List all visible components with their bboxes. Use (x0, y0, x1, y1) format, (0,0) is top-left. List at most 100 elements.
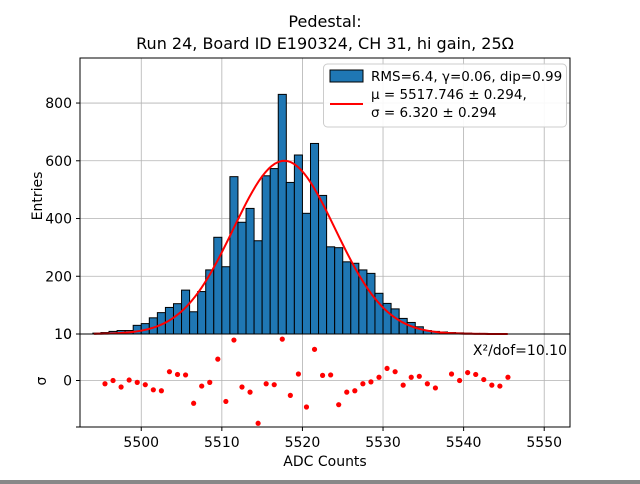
residual-point (215, 357, 220, 362)
residual-point (352, 388, 357, 393)
main-y-axis-label: Entries (30, 172, 46, 221)
residual-point (102, 381, 107, 386)
histogram-bar (343, 262, 351, 334)
residual-points (102, 337, 510, 426)
histogram-bar (335, 248, 343, 334)
histogram-bar (391, 309, 399, 334)
residual-point (384, 366, 389, 371)
residual-point (312, 347, 317, 352)
legend: RMS=6.4, γ=0.06, dip=0.99 μ = 5517.746 ±… (324, 64, 567, 127)
histogram-bar (173, 304, 181, 334)
histogram-bar (190, 312, 198, 334)
x-tick-label: 5540 (446, 435, 482, 451)
x-tick-label: 5530 (365, 435, 401, 451)
residual-point (296, 371, 301, 376)
histogram-bar (230, 177, 238, 334)
residual-point (376, 375, 381, 380)
residual-point (272, 382, 277, 387)
residual-point (183, 372, 188, 377)
residual-point (401, 383, 406, 388)
legend-fit-label-line1: μ = 5517.746 ± 0.294, (371, 87, 527, 103)
residual-point (264, 381, 269, 386)
residual-point (239, 384, 244, 389)
histogram-bar (270, 169, 278, 334)
main-y-tick-label: 200 (45, 269, 72, 285)
residual-point (135, 380, 140, 385)
residual-point (119, 384, 124, 389)
histogram-bar (310, 143, 318, 334)
histogram-bar (238, 222, 246, 334)
plot-title-line2: Run 24, Board ID E190324, CH 31, hi gain… (136, 34, 514, 53)
residual-point (288, 393, 293, 398)
legend-fit-label-line2: σ = 6.320 ± 0.294 (371, 105, 497, 121)
residual-point (191, 401, 196, 406)
residual-point (320, 373, 325, 378)
histogram-bar (278, 94, 286, 334)
histogram-bar (222, 267, 230, 334)
histogram-bar (294, 155, 302, 334)
legend-histogram-swatch (330, 70, 363, 82)
main-y-tick-label: 800 (45, 96, 72, 112)
residual-point (143, 382, 148, 387)
residual-point (449, 371, 454, 376)
residual-y-tick-label: 0 (63, 374, 72, 390)
residual-point (167, 369, 172, 374)
residual-point (368, 379, 373, 384)
histogram-bar (214, 237, 222, 334)
x-tick-label: 5520 (285, 435, 321, 451)
residual-point (481, 377, 486, 382)
histogram-bar (262, 176, 270, 334)
residual-point (256, 421, 261, 426)
histogram-bar (246, 208, 254, 334)
residual-point (159, 388, 164, 393)
residual-point (473, 372, 478, 377)
histogram-bar (319, 195, 327, 334)
histogram-bar (367, 273, 375, 334)
residual-point (304, 404, 309, 409)
residual-point (393, 369, 398, 374)
residual-point (360, 381, 365, 386)
residual-point (425, 381, 430, 386)
residual-point (433, 385, 438, 390)
residual-point (247, 390, 252, 395)
residual-point (344, 390, 349, 395)
x-axis-label: ADC Counts (283, 454, 366, 470)
residual-y-axis-label: σ (34, 376, 50, 385)
residual-point (457, 378, 462, 383)
boundary-tick-label-0: 0 (63, 327, 72, 343)
main-y-tick-label: 600 (45, 154, 72, 170)
histogram-bar (286, 182, 294, 334)
legend-histogram-label: RMS=6.4, γ=0.06, dip=0.99 (371, 69, 562, 85)
histogram-bars (93, 94, 504, 334)
residual-point (336, 402, 341, 407)
x-tick-label: 5550 (526, 435, 562, 451)
histogram-bar (254, 241, 262, 334)
residual-point (207, 380, 212, 385)
residual-point (110, 378, 115, 383)
residual-point (280, 337, 285, 342)
residual-point (223, 399, 228, 404)
plot-title-line1: Pedestal: (288, 12, 361, 31)
histogram-bar (182, 290, 190, 334)
residual-point (497, 383, 502, 388)
residual-point (231, 337, 236, 342)
residual-point (505, 375, 510, 380)
residual-point (175, 372, 180, 377)
histogram-bar (302, 213, 310, 334)
residual-point (199, 383, 204, 388)
histogram-bar (327, 247, 335, 334)
residual-point (489, 383, 494, 388)
histogram-bar (198, 292, 206, 334)
residual-point (151, 387, 156, 392)
residual-point (127, 377, 132, 382)
residual-point (328, 372, 333, 377)
main-y-tick-label: 400 (45, 212, 72, 228)
chi2-annotation: Χ²/dof=10.10 (473, 343, 567, 359)
residual-point (417, 374, 422, 379)
residual-point (465, 370, 470, 375)
x-tick-label: 5510 (204, 435, 240, 451)
x-tick-label: 5500 (123, 435, 159, 451)
residual-point (409, 375, 414, 380)
